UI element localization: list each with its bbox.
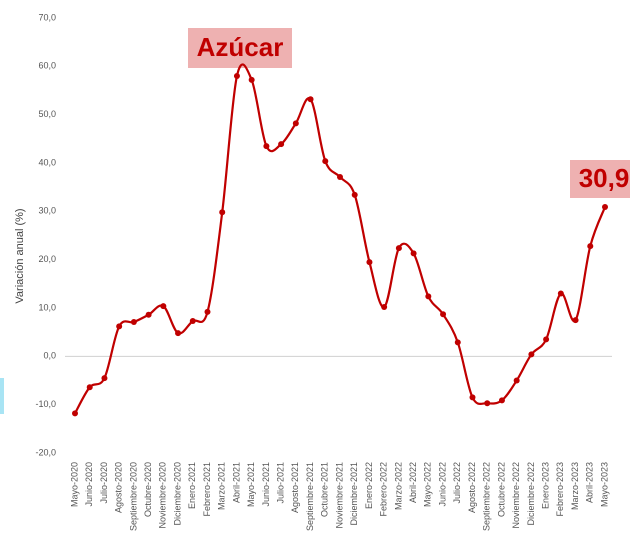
y-tick-label: 60,0 xyxy=(38,61,56,71)
point xyxy=(469,394,476,401)
x-tick-label: Abril-2022 xyxy=(408,462,418,503)
x-tick-label: Marzo-2022 xyxy=(393,462,403,510)
point xyxy=(204,308,211,315)
x-tick-label: Agosto-2020 xyxy=(114,462,124,513)
x-tick-label: Enero-2023 xyxy=(540,462,550,509)
point xyxy=(454,339,461,346)
x-tick-label: Noviembre-2022 xyxy=(511,462,521,529)
point xyxy=(587,243,594,250)
point xyxy=(116,323,123,330)
point xyxy=(351,191,358,198)
x-tick-label: Agosto-2022 xyxy=(467,462,477,513)
x-tick-label: Abril-2023 xyxy=(585,462,595,503)
x-tick-label: Julio-2022 xyxy=(452,462,462,504)
point xyxy=(145,311,152,318)
y-tick-label: -20,0 xyxy=(35,447,56,457)
point xyxy=(513,377,520,384)
x-tick-label: Mayo-2022 xyxy=(423,462,433,507)
point xyxy=(219,209,226,216)
x-tick-label: Octubre-2020 xyxy=(143,462,153,517)
chart-title: Azúcar xyxy=(197,32,284,62)
x-tick-label: Septiembre-2020 xyxy=(128,462,138,531)
point xyxy=(366,259,373,266)
point xyxy=(543,336,550,343)
x-tick-label: Febrero-2021 xyxy=(202,462,212,517)
point xyxy=(248,76,255,83)
x-tick-label: Diciembre-2020 xyxy=(172,462,182,526)
x-tick-label: Mayo-2020 xyxy=(69,462,79,507)
point xyxy=(572,317,579,324)
x-tick-label: Enero-2021 xyxy=(187,462,197,509)
point xyxy=(72,410,78,417)
x-tick-label: Marzo-2021 xyxy=(217,462,227,510)
x-tick-label: Junio-2020 xyxy=(84,462,94,507)
y-tick-label: 30,0 xyxy=(38,206,56,216)
x-tick-label: Septiembre-2022 xyxy=(482,462,492,531)
point xyxy=(440,311,447,318)
x-tick-label: Octubre-2022 xyxy=(496,462,506,517)
point xyxy=(86,384,93,391)
x-tick-label: Diciembre-2021 xyxy=(349,462,359,526)
point xyxy=(484,400,491,407)
x-tick-label: Agosto-2021 xyxy=(290,462,300,513)
x-tick-label: Mayo-2023 xyxy=(599,462,609,507)
point xyxy=(278,141,285,148)
point xyxy=(263,143,270,150)
point xyxy=(101,375,108,382)
x-tick-label: Noviembre-2020 xyxy=(158,462,168,529)
title-box xyxy=(188,28,292,68)
x-tick-label: Junio-2021 xyxy=(261,462,271,507)
x-tick-label: Noviembre-2021 xyxy=(334,462,344,529)
point xyxy=(602,203,608,210)
x-tick-label: Enero-2022 xyxy=(364,462,374,509)
y-tick-label: -10,0 xyxy=(35,399,56,409)
side-marker xyxy=(0,378,4,414)
line xyxy=(74,63,607,414)
x-tick-label: Febrero-2022 xyxy=(379,462,389,517)
x-tick-label: Octubre-2021 xyxy=(320,462,330,517)
y-tick-label: 40,0 xyxy=(38,157,56,167)
point xyxy=(130,319,137,326)
annotation-box xyxy=(570,160,630,198)
x-tick-label: Diciembre-2022 xyxy=(526,462,536,526)
point xyxy=(175,330,182,337)
y-axis-label: Variación anual (%) xyxy=(14,208,26,303)
y-tick-label: 0,0 xyxy=(43,351,56,361)
x-tick-label: Junio-2022 xyxy=(437,462,447,507)
point xyxy=(233,73,240,79)
point xyxy=(395,245,402,252)
x-tick-label: Septiembre-2021 xyxy=(305,462,315,531)
point xyxy=(425,293,432,300)
point xyxy=(337,174,343,181)
point xyxy=(322,158,329,165)
point xyxy=(498,397,505,404)
point xyxy=(528,351,535,358)
x-tick-label: Abril-2021 xyxy=(231,462,241,503)
y-tick-label: 20,0 xyxy=(38,254,56,264)
point xyxy=(292,120,299,127)
point xyxy=(557,290,564,297)
point xyxy=(410,250,417,257)
y-tick-label: 70,0 xyxy=(38,12,56,22)
point xyxy=(160,303,167,310)
x-tick-label: Marzo-2023 xyxy=(570,462,580,510)
x-tick-label: Mayo-2021 xyxy=(246,462,256,507)
x-tick-label: Julio-2020 xyxy=(99,462,109,504)
point xyxy=(307,96,314,103)
annotation: 30,9 xyxy=(579,163,630,193)
x-tick-label: Julio-2021 xyxy=(275,462,285,504)
y-tick-label: 50,0 xyxy=(38,109,56,119)
point xyxy=(189,318,196,325)
x-tick-label: Febrero-2023 xyxy=(555,462,565,517)
point xyxy=(381,304,388,311)
y-tick-label: 10,0 xyxy=(38,302,56,312)
